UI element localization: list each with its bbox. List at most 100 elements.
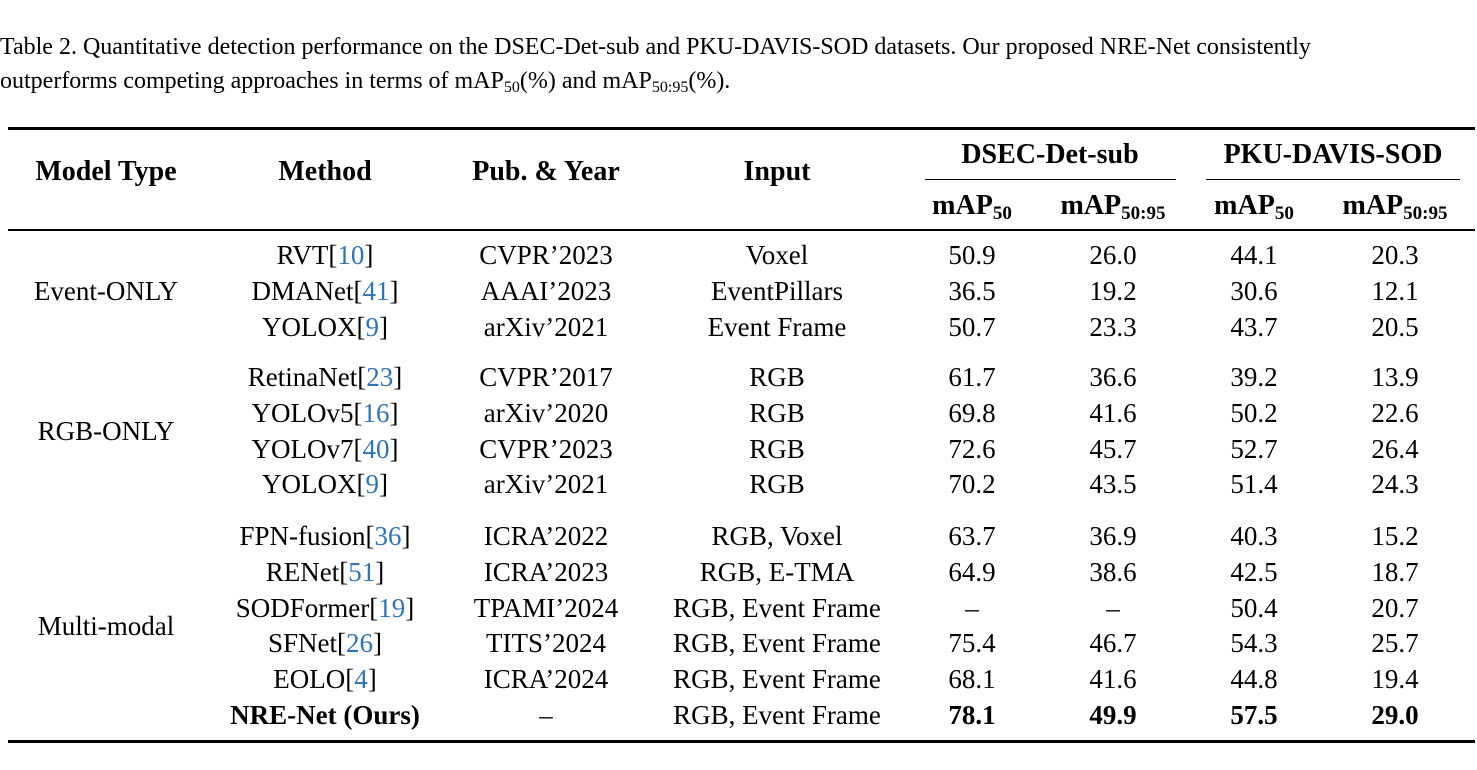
pku-map50-cell: 57.5: [1230, 700, 1278, 730]
citation-link[interactable]: 51: [348, 556, 376, 587]
dsec-map50-cell: 75.4: [948, 628, 996, 659]
input-cell: RGB, Event Frame: [673, 592, 881, 623]
citation-link[interactable]: 16: [362, 397, 390, 428]
table-header-rule: [8, 229, 1475, 231]
pku-map50-cell: 44.1: [1230, 240, 1278, 270]
input-cell: Voxel: [745, 240, 809, 270]
input-cell: RGB, Event Frame: [673, 700, 881, 730]
method-name: FPN-fusion: [239, 521, 366, 551]
pku-map5095-cell: 29.0: [1371, 700, 1419, 730]
dsec-map5095-cell: 43.5: [1089, 469, 1137, 500]
dsec-map50-cell: 70.2: [948, 469, 996, 500]
method-cell: SODFormer[19]: [235, 592, 415, 623]
dsec-map5095-cell: 26.0: [1089, 240, 1137, 270]
dsec-map50-cell: 50.7: [948, 311, 996, 342]
dsec-map5095-cell: 41.6: [1089, 397, 1137, 428]
caption-line-1: Table 2. Quantitative detection performa…: [0, 34, 1311, 60]
pub-year-cell: ICRA’2024: [483, 664, 609, 695]
pku-map5095-cell: 26.4: [1371, 433, 1419, 464]
header-pku-map5095: mAP50:95: [1342, 190, 1448, 224]
input-cell: Event Frame: [707, 311, 847, 342]
citation-link[interactable]: 9: [365, 469, 380, 500]
method-cell: YOLOv5[16]: [251, 397, 399, 428]
dsec-map5095-cell: 41.6: [1089, 664, 1137, 695]
citation-link[interactable]: 40: [362, 433, 390, 464]
header-dsec-det-sub: DSEC-Det-sub: [961, 139, 1139, 170]
model-type-label: RGB-ONLY: [37, 415, 175, 446]
method-name: RENet: [265, 556, 340, 587]
pku-map50-cell: 51.4: [1230, 469, 1278, 500]
header-model-type: Model Type: [35, 156, 177, 187]
caption-sub-2: 50:95: [651, 79, 689, 96]
dsec-map5095-cell: –: [1106, 592, 1120, 623]
header-input: Input: [743, 156, 811, 187]
citation-link[interactable]: 9: [365, 311, 380, 342]
citation-link[interactable]: 4: [354, 664, 368, 695]
pku-map50-cell: 44.8: [1230, 664, 1278, 695]
citation-link[interactable]: 19: [378, 592, 406, 623]
pku-map50-cell: 42.5: [1230, 556, 1278, 587]
input-cell: RGB: [749, 362, 805, 392]
pku-map5095-cell: 15.2: [1371, 521, 1419, 551]
pku-map50-cell: 52.7: [1230, 433, 1278, 464]
method-name: SODFormer: [235, 592, 370, 623]
dsec-map5095-cell: 23.3: [1089, 311, 1137, 342]
method-cell: EOLO[4]: [273, 664, 377, 695]
citation-link[interactable]: 41: [362, 275, 390, 306]
method-cell: YOLOX[9]: [262, 469, 388, 500]
pku-map50-cell: 40.3: [1230, 521, 1278, 551]
caption-text-a: outperforms competing approaches in term…: [0, 68, 504, 94]
method-name: YOLOv5: [251, 397, 354, 428]
method-name: NRE-Net (Ours): [230, 700, 420, 730]
model-type-label: Multi-modal: [37, 610, 175, 641]
method-cell: YOLOX[9]: [262, 311, 388, 342]
method-name: EOLO: [273, 664, 346, 695]
pku-map5095-cell: 13.9: [1371, 362, 1419, 392]
citation-link[interactable]: 23: [366, 362, 394, 392]
dsec-map5095-cell: 19.2: [1089, 275, 1137, 306]
method-cell: YOLOv7[40]: [251, 433, 399, 464]
caption-sub-1: 50: [503, 79, 520, 96]
pku-map5095-cell: 24.3: [1371, 469, 1419, 500]
input-cell: RGB, Event Frame: [673, 664, 881, 695]
dsec-map5095-cell: 36.9: [1089, 521, 1137, 551]
citation-link[interactable]: 10: [337, 240, 365, 270]
pub-year-cell: ICRA’2023: [483, 556, 609, 587]
citation-link[interactable]: 26: [346, 628, 374, 659]
pku-map50-cell: 50.4: [1230, 592, 1278, 623]
method-name: RetinaNet: [247, 362, 358, 392]
pub-year-cell: TPAMI’2024: [473, 592, 619, 623]
dsec-map50-cell: 64.9: [948, 556, 996, 587]
pku-map5095-cell: 20.3: [1371, 240, 1419, 270]
pub-year-cell: AAAI’2023: [480, 275, 612, 306]
model-type-label: Event-ONLY: [33, 275, 179, 306]
table-bottom-rule: [8, 740, 1475, 743]
method-name: YOLOX: [262, 311, 357, 342]
dsec-group-rule: [925, 179, 1176, 180]
pku-group-rule: [1206, 179, 1460, 180]
caption-line-2: outperforms competing approaches in term…: [0, 64, 1477, 98]
method-cell: RVT[10]: [276, 240, 374, 270]
method-name: YOLOv7: [251, 433, 354, 464]
citation-link[interactable]: 36: [374, 521, 402, 551]
pku-map5095-cell: 25.7: [1371, 628, 1419, 659]
pub-year-cell: CVPR’2017: [479, 362, 613, 392]
header-pku-davis-sod: PKU-DAVIS-SOD: [1223, 139, 1443, 170]
caption-text-c: (%).: [688, 68, 731, 94]
pku-map50-cell: 30.6: [1230, 275, 1278, 306]
pku-map5095-cell: 20.7: [1371, 592, 1419, 623]
pku-map5095-cell: 12.1: [1371, 275, 1419, 306]
method-cell: FPN-fusion[36]: [239, 521, 411, 551]
pub-year-cell: arXiv’2020: [483, 397, 609, 428]
input-cell: RGB: [749, 469, 805, 500]
input-cell: RGB: [749, 433, 805, 464]
dsec-map5095-cell: 36.6: [1089, 362, 1137, 392]
method-cell: RetinaNet[23]: [247, 362, 403, 392]
pku-map5095-cell: 22.6: [1371, 397, 1419, 428]
pku-map5095-cell: 19.4: [1371, 664, 1419, 695]
pku-map5095-cell: 18.7: [1371, 556, 1419, 587]
method-cell: DMANet[41]: [251, 275, 399, 306]
dsec-map5095-cell: 38.6: [1089, 556, 1137, 587]
pku-map5095-cell: 20.5: [1371, 311, 1419, 342]
dsec-map5095-cell: 45.7: [1089, 433, 1137, 464]
